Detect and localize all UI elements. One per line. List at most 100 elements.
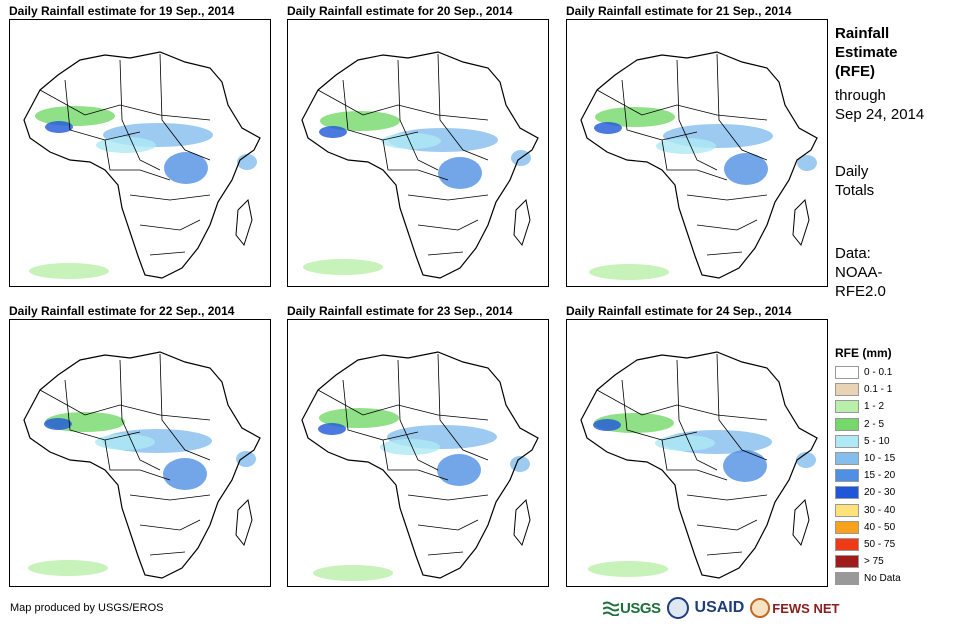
country-border [159, 53, 211, 161]
data-source-line: Data: [835, 245, 871, 262]
rainfall-patch [313, 565, 393, 581]
aggregation-line: Totals [835, 182, 875, 199]
legend-item: 2 - 5 [835, 416, 901, 433]
rainfall-patch [96, 137, 156, 153]
africa-rainfall-map [566, 319, 828, 587]
legend-item: 15 - 20 [835, 467, 901, 484]
legend-swatch [835, 520, 859, 534]
title-line: Estimate [835, 44, 898, 61]
map-panel-23-sep: Daily Rainfall estimate for 23 Sep., 201… [287, 303, 549, 587]
country-border [696, 519, 758, 531]
rainfall-patch [303, 259, 383, 275]
madagascar-outline [235, 498, 253, 547]
fews-globe-icon [750, 598, 771, 618]
madagascar-outline [513, 498, 531, 547]
rainfall-patch [437, 454, 481, 486]
rainfall-patch [589, 264, 669, 280]
legend-item: 10 - 15 [835, 450, 901, 467]
country-border [706, 551, 743, 556]
country-border [39, 389, 211, 421]
country-border [716, 53, 768, 161]
country-border [119, 359, 161, 471]
legend-swatch [835, 537, 859, 551]
country-border [661, 439, 728, 481]
country-border [104, 139, 171, 181]
legend-label: 50 - 75 [864, 538, 896, 550]
rainfall-patch [381, 133, 441, 149]
legend-swatch [835, 503, 859, 517]
rainfall-patch [588, 561, 668, 577]
map-panel-22-sep: Daily Rainfall estimate for 22 Sep., 201… [9, 303, 271, 587]
legend-label: 0.1 - 1 [864, 384, 893, 396]
legend-item: 0 - 0.1 [835, 364, 901, 381]
legend-swatch [835, 366, 859, 380]
country-border [139, 219, 201, 231]
country-border [686, 494, 768, 501]
country-border [149, 251, 186, 256]
madagascar-outline [792, 498, 810, 547]
usaid-logo: USAID [694, 599, 745, 616]
rainfall-patch [656, 138, 716, 154]
country-border [437, 53, 489, 161]
title-line: (RFE) [835, 63, 875, 80]
country-border [437, 353, 489, 461]
period-line: through [835, 87, 886, 104]
legend-swatch [835, 400, 859, 414]
legend-label: No Data [864, 573, 901, 585]
country-border [661, 139, 728, 181]
map-credit: Map produced by USGS/EROS [10, 602, 164, 614]
africa-map-svg [301, 351, 539, 581]
country-border [104, 439, 171, 481]
africa-rainfall-map [9, 19, 271, 287]
legend-swatch [835, 555, 859, 569]
legend-item: 20 - 30 [835, 484, 901, 501]
period-line: Sep 24, 2014 [835, 106, 925, 123]
rainfall-patch [380, 439, 440, 455]
africa-map-svg [580, 51, 818, 280]
data-source-line: NOAA- [835, 264, 883, 281]
continent-outline [580, 351, 818, 579]
country-border [427, 551, 464, 556]
rfe-legend: RFE (mm) 0 - 0.1 0.1 - 1 1 - 2 2 - 5 5 - 10 1… [835, 346, 901, 587]
panel-title: Daily Rainfall estimate for 22 Sep., 201… [9, 304, 235, 318]
africa-map-svg [23, 51, 261, 279]
rainfall-patch [594, 122, 622, 134]
map-panel-24-sep: Daily Rainfall estimate for 24 Sep., 201… [566, 303, 828, 587]
continent-outline [301, 351, 539, 579]
legend-title: RFE (mm) [835, 346, 892, 360]
rainfall-patch [796, 452, 816, 468]
country-border [139, 519, 201, 531]
rainfall-patch [28, 560, 108, 576]
legend-item: 0.1 - 1 [835, 381, 901, 398]
rainfall-patch [595, 107, 675, 127]
period-text: through Sep 24, 2014 [835, 86, 924, 124]
rainfall-patch [95, 434, 155, 450]
country-border [382, 139, 449, 181]
aggregation-text: Daily Totals [835, 162, 874, 200]
legend-label: 5 - 10 [864, 435, 890, 447]
legend-swatch [835, 452, 859, 466]
rainfall-patch [29, 263, 109, 279]
madagascar-outline [235, 198, 253, 247]
country-border [596, 389, 768, 421]
title-line: Rainfall [835, 25, 890, 42]
country-border [706, 251, 743, 256]
country-border [64, 79, 141, 141]
map-panel-19-sep: Daily Rainfall estimate for 19 Sep., 201… [9, 3, 271, 287]
country-border [676, 59, 718, 171]
legend-swatch [835, 383, 859, 397]
legend-label: 20 - 30 [864, 487, 896, 499]
country-border [621, 79, 698, 141]
madagascar-outline [513, 198, 531, 247]
rainfall-patch [163, 458, 207, 490]
country-border [149, 551, 186, 556]
africa-map-svg [23, 351, 261, 579]
country-border [407, 494, 489, 501]
panel-title: Daily Rainfall estimate for 20 Sep., 201… [287, 4, 513, 18]
data-source-line: RFE2.0 [835, 283, 886, 300]
rainfall-patch [319, 408, 399, 428]
legend-rows: 0 - 0.1 0.1 - 1 1 - 2 2 - 5 5 - 10 10 - 15 15 … [835, 364, 901, 587]
continent-outline [301, 51, 539, 279]
country-border [342, 79, 419, 141]
rainfall-patch [164, 152, 208, 184]
